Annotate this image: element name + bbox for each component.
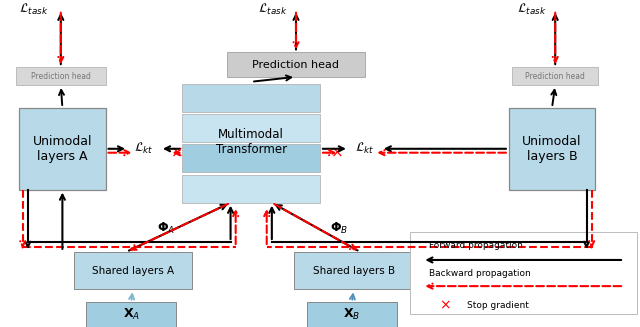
Text: $\mathbf{\Phi}_B$: $\mathbf{\Phi}_B$	[330, 221, 348, 236]
FancyBboxPatch shape	[182, 144, 320, 172]
FancyBboxPatch shape	[19, 108, 106, 190]
FancyBboxPatch shape	[182, 84, 320, 112]
Text: Prediction head: Prediction head	[31, 72, 91, 80]
Text: $\mathbf{\Phi}_A$: $\mathbf{\Phi}_A$	[157, 221, 175, 236]
Text: $\times$: $\times$	[330, 145, 342, 160]
FancyBboxPatch shape	[410, 232, 637, 314]
FancyArrowPatch shape	[264, 211, 269, 244]
Text: Unimodal
layers B: Unimodal layers B	[522, 135, 582, 163]
Text: Stop gradient: Stop gradient	[467, 301, 529, 310]
FancyBboxPatch shape	[182, 114, 320, 142]
Text: Unimodal
layers A: Unimodal layers A	[33, 135, 92, 163]
Text: $\mathcal{L}_{task}$: $\mathcal{L}_{task}$	[19, 2, 49, 17]
FancyArrowPatch shape	[294, 12, 298, 47]
FancyBboxPatch shape	[16, 67, 106, 85]
FancyArrowPatch shape	[58, 12, 63, 62]
FancyBboxPatch shape	[227, 52, 365, 77]
FancyBboxPatch shape	[307, 302, 397, 327]
Text: $\mathcal{L}_{kt}$: $\mathcal{L}_{kt}$	[355, 141, 374, 156]
Text: $\times$: $\times$	[439, 299, 451, 313]
FancyBboxPatch shape	[512, 67, 598, 85]
Text: $\mathcal{L}_{task}$: $\mathcal{L}_{task}$	[517, 2, 547, 17]
FancyBboxPatch shape	[74, 252, 192, 289]
FancyArrowPatch shape	[323, 150, 334, 155]
FancyArrowPatch shape	[175, 150, 180, 155]
Text: $\mathcal{L}_{kt}$: $\mathcal{L}_{kt}$	[134, 141, 154, 156]
FancyArrowPatch shape	[131, 204, 228, 250]
Text: Shared layers A: Shared layers A	[92, 266, 174, 276]
FancyArrowPatch shape	[233, 211, 238, 244]
FancyBboxPatch shape	[86, 302, 176, 327]
FancyBboxPatch shape	[294, 252, 413, 289]
FancyArrowPatch shape	[275, 204, 356, 249]
Text: Prediction head: Prediction head	[525, 72, 585, 80]
Text: Multimodal
Transformer: Multimodal Transformer	[216, 128, 287, 156]
FancyBboxPatch shape	[509, 108, 595, 190]
Text: $\times$: $\times$	[170, 145, 182, 160]
Text: $\mathbf{X}_A$: $\mathbf{X}_A$	[123, 307, 140, 322]
FancyArrowPatch shape	[380, 150, 506, 155]
FancyArrowPatch shape	[589, 241, 594, 247]
Text: Shared layers B: Shared layers B	[312, 266, 395, 276]
Text: Backward propagation: Backward propagation	[429, 268, 531, 278]
FancyArrowPatch shape	[20, 241, 25, 247]
FancyBboxPatch shape	[182, 175, 320, 203]
FancyArrowPatch shape	[553, 12, 557, 62]
Text: Prediction head: Prediction head	[253, 60, 339, 70]
FancyArrowPatch shape	[108, 150, 129, 155]
Text: $\mathbf{X}_B$: $\mathbf{X}_B$	[344, 307, 360, 322]
FancyArrowPatch shape	[428, 284, 621, 289]
Text: $\mathcal{L}_{task}$: $\mathcal{L}_{task}$	[257, 2, 287, 17]
Text: Forward propagation: Forward propagation	[429, 241, 523, 250]
